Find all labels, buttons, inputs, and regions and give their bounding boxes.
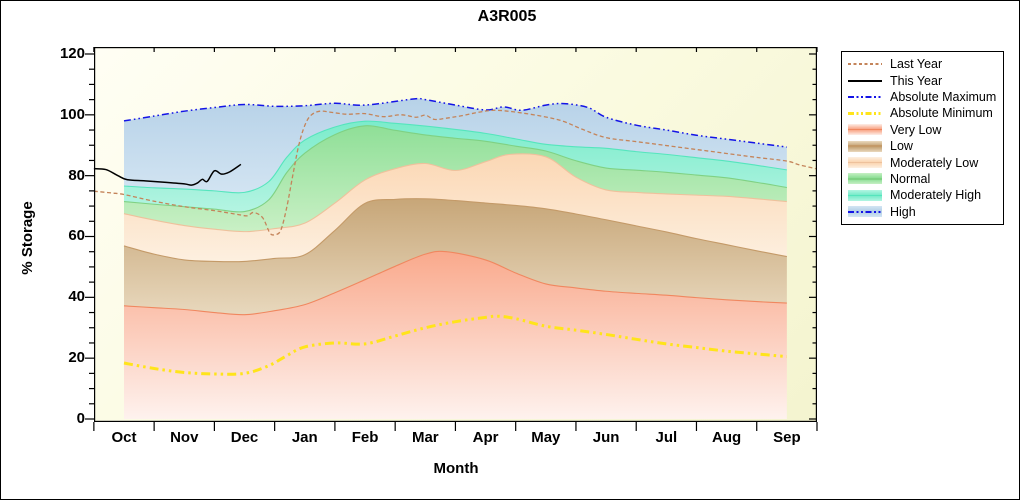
y-tick-label: 100	[59, 105, 85, 123]
band-normal	[124, 125, 787, 232]
line-this-year	[93, 163, 242, 186]
legend-band-sample	[848, 206, 882, 218]
x-tick-label-jan: Jan	[291, 429, 318, 446]
legend-label: This Year	[890, 73, 943, 88]
x-tick-label-dec: Dec	[230, 429, 259, 446]
x-tick-label-nov: Nov	[170, 429, 199, 446]
legend-item: Absolute Maximum	[848, 89, 1003, 105]
legend-band-sample	[848, 124, 882, 136]
legend-band-line	[848, 211, 882, 213]
x-tick-label-sep: Sep	[773, 429, 801, 446]
legend-swatch-very-low-icon	[848, 124, 882, 136]
x-tick-label-mar: Mar	[411, 429, 439, 446]
x-tick-label-feb: Feb	[351, 429, 379, 446]
x-axis-label: Month	[433, 460, 479, 477]
y-tick-label: 80	[68, 166, 85, 184]
line-abs-min	[123, 314, 787, 376]
band-very-low	[124, 251, 787, 419]
plot-border	[94, 47, 817, 422]
legend-band-sample	[848, 173, 882, 185]
legend-swatch-absolute-maximum-icon	[848, 95, 882, 98]
legend-band-line	[848, 161, 882, 164]
legend-item: Low	[848, 138, 1003, 154]
legend-band-sample	[848, 189, 882, 201]
legend-label: Normal	[890, 171, 931, 186]
legend-swatch-absolute-minimum-icon	[848, 111, 882, 115]
y-axis-label: % Storage	[19, 201, 36, 275]
legend-label: Moderately High	[890, 188, 982, 203]
axis-ticks	[85, 47, 818, 431]
legend-label: Low	[890, 139, 913, 154]
edge-very_low_top	[123, 250, 787, 316]
legend-label: Moderately Low	[890, 155, 979, 170]
legend-item: Normal	[848, 171, 1003, 187]
legend-swatch-normal-icon	[848, 173, 882, 185]
legend-item: This Year	[848, 72, 1003, 88]
edge-mod_low_top	[123, 153, 787, 233]
legend-line-sample	[848, 111, 882, 115]
legend-label: Absolute Maximum	[890, 89, 997, 104]
x-tick-label-jul: Jul	[655, 429, 678, 446]
legend-band-line	[848, 178, 882, 180]
edge-low_top	[123, 198, 787, 263]
legend-swatch-this-year-icon	[848, 79, 882, 82]
y-tick-label: 0	[76, 410, 85, 427]
legend-label: Very Low	[890, 122, 942, 137]
band-moderately-high	[124, 121, 787, 212]
y-tick-label: 40	[68, 288, 85, 306]
band-low	[124, 198, 787, 315]
legend-swatch-low-icon	[848, 140, 882, 152]
chart-title: A3R005	[477, 8, 537, 25]
y-tick-label: 20	[68, 349, 85, 367]
x-tick-label-oct: Oct	[111, 429, 137, 446]
legend-label: Last Year	[890, 57, 943, 72]
legend-item: Moderately High	[848, 187, 1003, 203]
x-tick-label-jun: Jun	[592, 429, 620, 446]
legend-item: Last Year	[848, 56, 1003, 72]
plot-area	[85, 47, 818, 431]
legend-item: Absolute Minimum	[848, 105, 1003, 121]
legend-band-line	[848, 129, 882, 131]
legend-item: Moderately Low	[848, 154, 1003, 170]
legend-band-sample	[848, 140, 882, 152]
legend-swatch-high-icon	[848, 206, 882, 218]
legend-line-sample	[848, 95, 882, 98]
legend-swatch-moderately-low-icon	[848, 157, 882, 169]
legend-band-line	[848, 194, 882, 197]
legend-line-sample	[848, 63, 882, 66]
legend: Last Year This Year Absolute Maximum Absolu…	[841, 51, 1004, 225]
x-tick-label-apr: Apr	[472, 429, 499, 446]
legend-label: High	[890, 204, 916, 219]
legend-band-line	[848, 145, 882, 147]
edge-mod_high_top	[123, 120, 787, 194]
line-last-year	[93, 109, 816, 236]
legend-swatch-moderately-high-icon	[848, 189, 882, 201]
y-tick-label: 60	[68, 227, 85, 245]
band-moderately-low	[124, 153, 787, 262]
legend-line-sample	[848, 79, 882, 82]
legend-label: Absolute Minimum	[890, 106, 993, 121]
x-tick-label-may: May	[531, 429, 561, 446]
line-abs-max	[123, 97, 787, 148]
legend-band-sample	[848, 157, 882, 169]
legend-swatch-last-year-icon	[848, 63, 882, 66]
y-tick-label: 120	[59, 44, 85, 62]
x-tick-label-aug: Aug	[712, 429, 742, 446]
edge-normal_top	[123, 125, 787, 213]
legend-item: High	[848, 204, 1003, 220]
legend-item: Very Low	[848, 122, 1003, 138]
